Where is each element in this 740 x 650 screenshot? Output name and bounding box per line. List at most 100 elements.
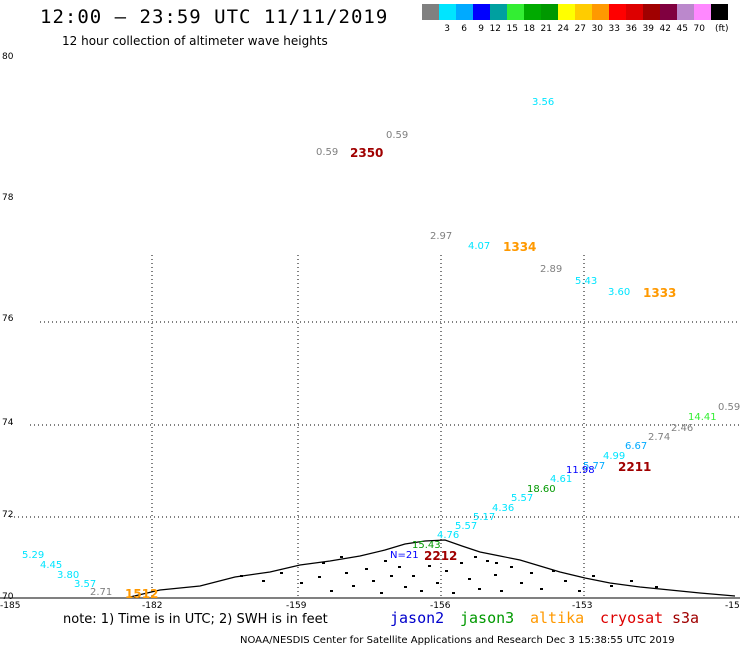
wave-height-value: 5.57: [455, 521, 478, 532]
wave-height-value: 5.17: [473, 512, 496, 523]
legend-swatch: [439, 4, 456, 20]
island-mark: [610, 585, 613, 587]
wave-height-value: 4.36: [492, 503, 515, 514]
sat-cryosat: cryosat: [600, 609, 664, 627]
lat-label-80: 80: [2, 52, 14, 62]
wave-height-value: 5.43: [575, 276, 598, 287]
island-mark: [478, 588, 481, 590]
wave-height-value: 4.45: [40, 560, 63, 571]
pass-time-label: 1512: [125, 587, 159, 601]
coastline: [129, 539, 736, 598]
island-mark: [318, 576, 321, 578]
island-mark: [452, 592, 455, 594]
legend-label: 12: [489, 24, 501, 34]
map-subtitle: 12 hour collection of altimeter wave hei…: [62, 34, 328, 48]
legend-label: 3: [444, 24, 450, 34]
legend-swatch: [592, 4, 609, 20]
lat-label-76: 76: [2, 314, 14, 324]
island-mark: [404, 586, 407, 588]
wave-height-value: 3.57: [74, 579, 97, 590]
wave-height-value: 3.56: [532, 97, 555, 108]
legend-swatch: [507, 4, 524, 20]
island-mark: [494, 574, 497, 576]
island-mark: [520, 582, 523, 584]
legend-swatch: [541, 4, 558, 20]
island-mark: [530, 572, 533, 574]
pass-time-label: 2212: [424, 549, 458, 563]
wave-height-value: 15.43: [412, 540, 441, 551]
wave-height-value: N=21: [390, 550, 419, 561]
sat-altika: altika: [530, 609, 585, 627]
lat-label-74: 74: [2, 418, 14, 428]
island-mark: [390, 575, 393, 577]
pass-time-label: 2350: [350, 146, 384, 160]
wave-height-value: 6.67: [625, 441, 648, 452]
lon-label-185: -185: [0, 601, 21, 611]
island-mark: [345, 572, 348, 574]
legend-label: 27: [574, 24, 586, 34]
wave-height-value: 2.71: [90, 587, 113, 598]
lat-label-78: 78: [2, 193, 14, 203]
island-mark: [380, 592, 383, 594]
island-mark: [468, 578, 471, 580]
wave-height-value: 4.99: [603, 451, 626, 462]
legend-unit: (ft): [715, 24, 729, 34]
note-text: note: 1) Time is in UTC; 2) SWH is in fe…: [63, 612, 328, 627]
wave-height-value: 3.80: [57, 570, 80, 581]
island-mark: [280, 572, 283, 574]
island-mark: [240, 575, 243, 577]
island-mark: [510, 566, 513, 568]
island-mark: [486, 560, 489, 562]
island-mark: [412, 575, 415, 577]
legend-swatch: [422, 4, 439, 20]
legend-label: 9: [478, 24, 484, 34]
wave-height-value: 0.59: [386, 130, 409, 141]
island-mark: [460, 562, 463, 564]
wave-height-value: 5.57: [511, 493, 534, 504]
wave-height-value: 11.98: [566, 465, 595, 476]
pass-time-label: 2211: [618, 460, 652, 474]
legend-swatch: [711, 4, 728, 20]
wave-height-value: 2.74: [648, 432, 671, 443]
legend-label: 18: [523, 24, 535, 34]
legend-label: 33: [608, 24, 620, 34]
island-mark: [300, 582, 303, 584]
lon-label-156: -156: [430, 601, 451, 611]
lon-label-15: -15: [725, 601, 740, 611]
lon-label-159: -159: [286, 601, 307, 611]
island-mark: [372, 580, 375, 582]
legend-label: 70: [693, 24, 705, 34]
wave-height-value: 0.59: [718, 402, 740, 413]
legend-swatch: [694, 4, 711, 20]
wave-height-value: 2.97: [430, 231, 453, 242]
legend-label: 30: [591, 24, 603, 34]
legend-label: 6: [461, 24, 467, 34]
island-mark: [428, 565, 431, 567]
wave-height-value: 2.89: [540, 264, 563, 275]
sat-jason3: jason3: [460, 609, 515, 627]
island-mark: [420, 590, 423, 592]
island-mark: [474, 556, 477, 558]
island-mark: [552, 570, 555, 572]
wave-height-value: 18.60: [527, 484, 556, 495]
legend-label: 36: [625, 24, 637, 34]
island-mark: [398, 566, 401, 568]
legend-swatch: [660, 4, 677, 20]
islands: [240, 556, 658, 594]
island-mark: [340, 556, 343, 558]
island-mark: [578, 590, 581, 592]
island-mark: [330, 590, 333, 592]
lat-label-72: 72: [2, 510, 14, 520]
island-mark: [322, 562, 325, 564]
island-mark: [564, 580, 567, 582]
wave-height-value: 4.07: [468, 241, 491, 252]
legend-label: 39: [642, 24, 654, 34]
legend-label: 21: [540, 24, 552, 34]
wave-height-value: 4.61: [550, 474, 573, 485]
island-mark: [352, 585, 355, 587]
lon-label-153: -153: [572, 601, 593, 611]
legend-swatch: [626, 4, 643, 20]
wave-height-value: 2.46: [671, 423, 694, 434]
legend-swatch: [609, 4, 626, 20]
